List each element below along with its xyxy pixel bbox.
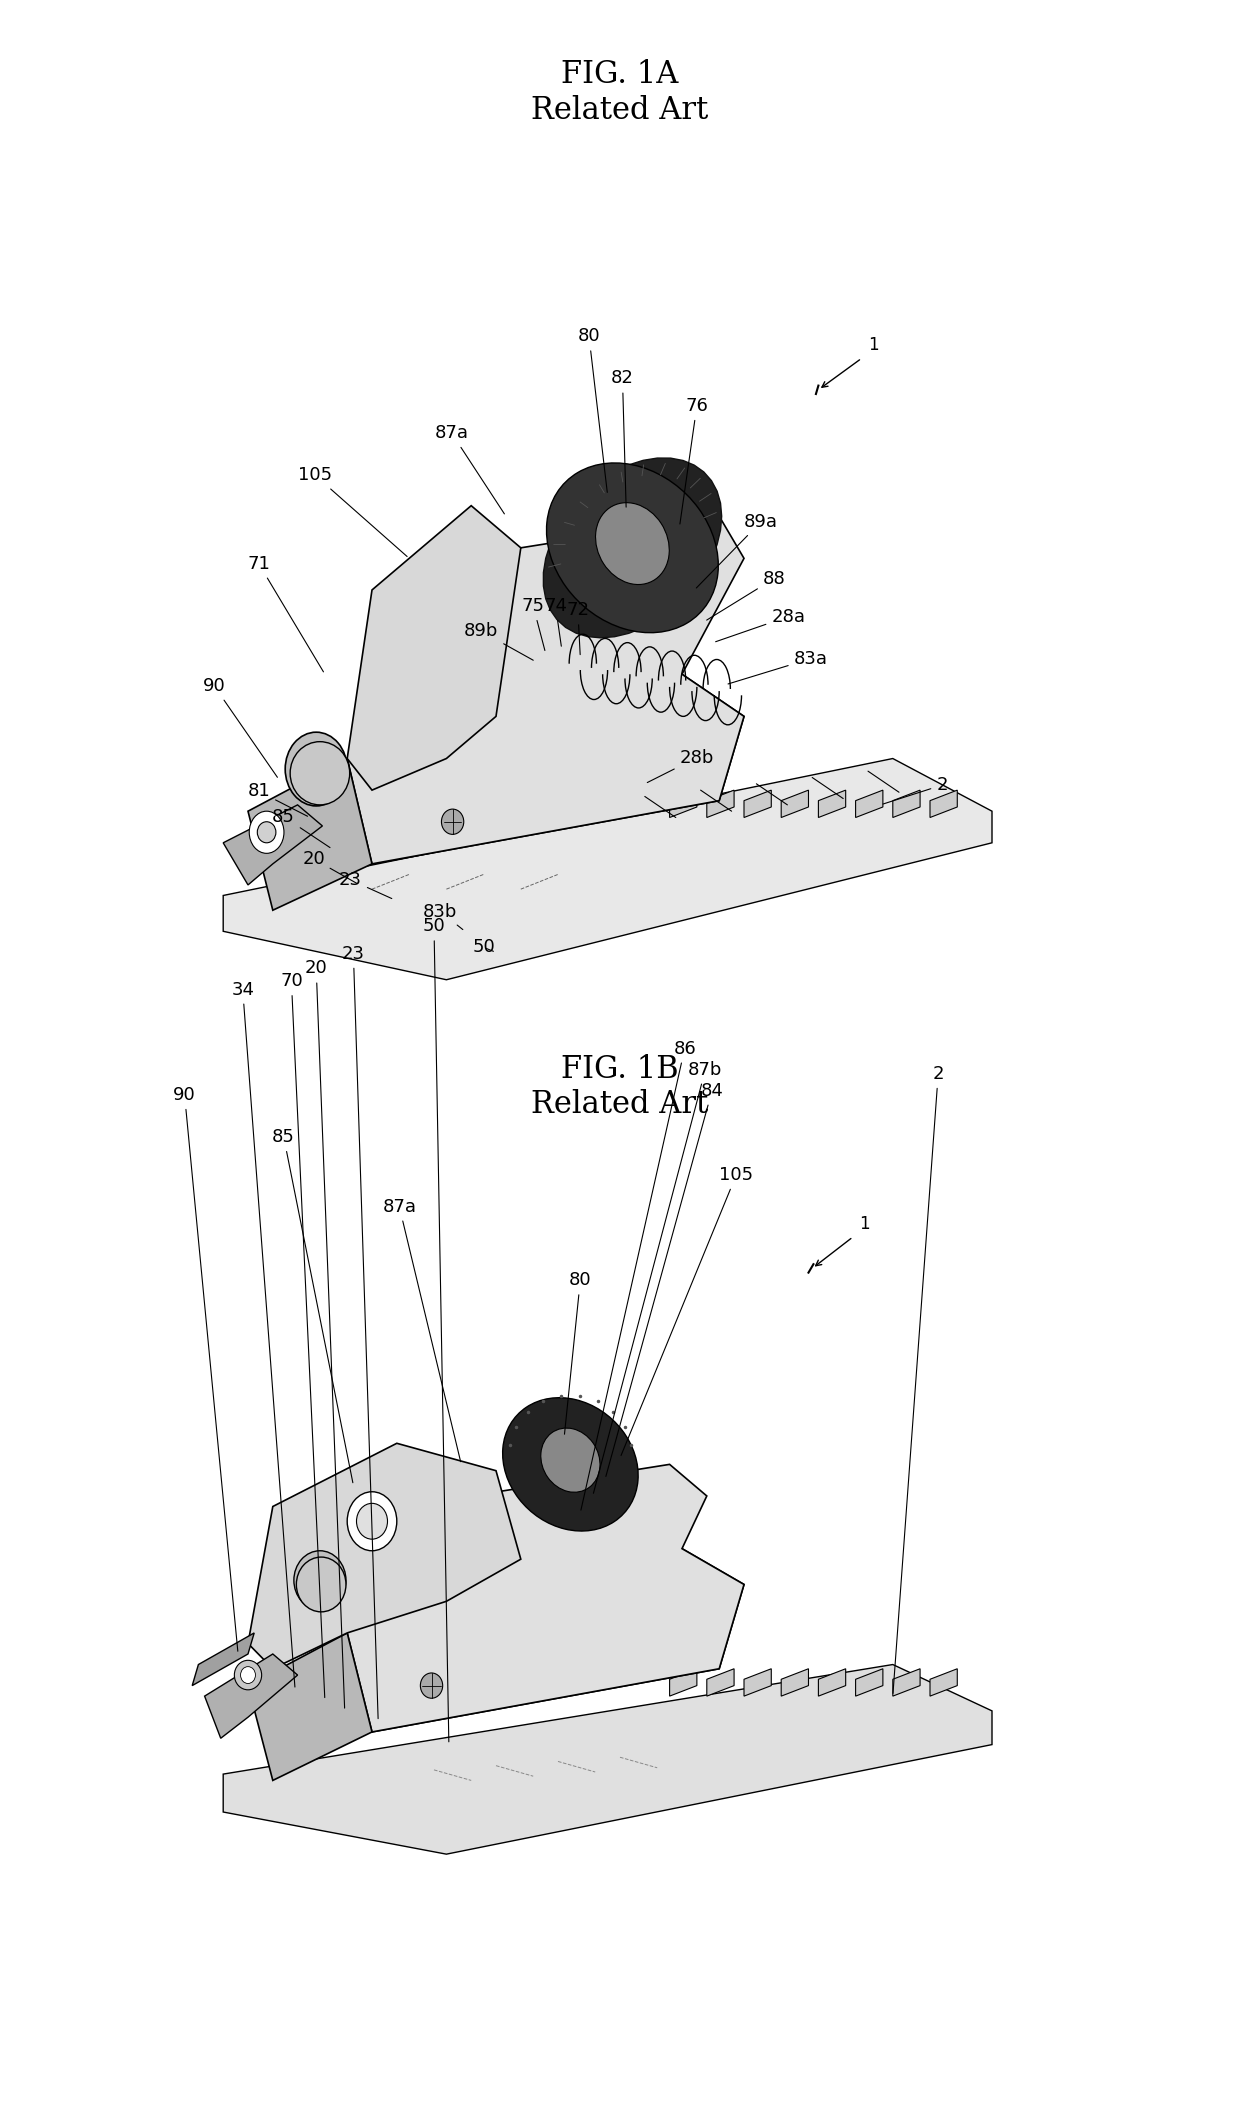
Text: 82: 82	[611, 369, 634, 508]
Ellipse shape	[241, 1667, 255, 1683]
Polygon shape	[543, 457, 722, 638]
Text: FIG. 1A: FIG. 1A	[562, 59, 678, 91]
Ellipse shape	[285, 733, 347, 807]
Polygon shape	[744, 1669, 771, 1696]
Polygon shape	[707, 1669, 734, 1696]
Ellipse shape	[547, 464, 718, 632]
Text: Related Art: Related Art	[532, 1089, 708, 1121]
Text: 50: 50	[423, 917, 449, 1742]
Text: 34: 34	[231, 980, 295, 1688]
Polygon shape	[248, 1443, 521, 1669]
Text: 28b: 28b	[647, 748, 714, 782]
Polygon shape	[223, 805, 322, 885]
Text: 84: 84	[606, 1081, 723, 1477]
Polygon shape	[347, 506, 521, 790]
Text: 1: 1	[859, 1214, 870, 1233]
Polygon shape	[818, 790, 846, 818]
Text: 86: 86	[580, 1039, 696, 1511]
Text: 81: 81	[248, 782, 308, 815]
Ellipse shape	[249, 811, 284, 853]
Ellipse shape	[234, 1660, 262, 1690]
Polygon shape	[930, 1669, 957, 1696]
Text: Related Art: Related Art	[532, 95, 708, 126]
Text: 83b: 83b	[423, 902, 463, 929]
Text: 90: 90	[174, 1085, 238, 1652]
Text: 1: 1	[868, 335, 879, 354]
Text: 80: 80	[564, 1271, 591, 1435]
Text: 90: 90	[203, 676, 278, 777]
Text: FIG. 1B: FIG. 1B	[562, 1054, 678, 1085]
Text: 28a: 28a	[715, 607, 805, 643]
Text: 2: 2	[893, 1064, 944, 1694]
Ellipse shape	[294, 1551, 346, 1610]
Polygon shape	[707, 790, 734, 818]
Polygon shape	[670, 1669, 697, 1696]
Ellipse shape	[290, 742, 350, 805]
Polygon shape	[248, 759, 372, 910]
Text: 23: 23	[339, 870, 392, 898]
Polygon shape	[322, 674, 744, 864]
Text: 23: 23	[342, 944, 378, 1719]
Text: 71: 71	[248, 554, 324, 672]
Polygon shape	[856, 790, 883, 818]
Ellipse shape	[357, 1504, 387, 1538]
Ellipse shape	[296, 1557, 346, 1612]
Text: 2: 2	[883, 775, 947, 805]
Text: 87a: 87a	[382, 1197, 460, 1462]
Text: 70: 70	[280, 971, 325, 1698]
Text: 76: 76	[680, 396, 708, 525]
Text: 74: 74	[544, 596, 567, 647]
Text: 87b: 87b	[594, 1060, 723, 1494]
Polygon shape	[856, 1669, 883, 1696]
Text: 80: 80	[578, 327, 608, 493]
Text: 75: 75	[522, 596, 544, 651]
Text: 105: 105	[621, 1165, 754, 1456]
Ellipse shape	[347, 1492, 397, 1551]
Text: 87a: 87a	[435, 424, 505, 514]
Polygon shape	[223, 1665, 992, 1854]
Text: 88: 88	[707, 569, 785, 619]
Text: 83a: 83a	[728, 649, 827, 685]
Polygon shape	[781, 790, 808, 818]
Text: 20: 20	[303, 849, 357, 883]
Ellipse shape	[420, 1673, 443, 1698]
Polygon shape	[893, 1669, 920, 1696]
Text: 105: 105	[298, 466, 407, 556]
Ellipse shape	[258, 822, 277, 843]
Ellipse shape	[306, 759, 326, 782]
Polygon shape	[930, 790, 957, 818]
Text: 85: 85	[273, 807, 330, 847]
Text: 72: 72	[567, 600, 589, 655]
Polygon shape	[893, 790, 920, 818]
Polygon shape	[670, 790, 697, 818]
Ellipse shape	[296, 746, 336, 792]
Ellipse shape	[502, 1397, 639, 1532]
Text: 20: 20	[305, 959, 345, 1709]
Polygon shape	[223, 759, 992, 980]
Polygon shape	[781, 1669, 808, 1696]
Polygon shape	[347, 516, 744, 864]
Polygon shape	[192, 1633, 254, 1686]
Text: 89b: 89b	[464, 622, 533, 659]
Polygon shape	[818, 1669, 846, 1696]
Ellipse shape	[595, 504, 670, 584]
Polygon shape	[744, 790, 771, 818]
Ellipse shape	[305, 1563, 336, 1597]
Polygon shape	[205, 1654, 298, 1738]
Text: 50: 50	[472, 938, 495, 957]
Text: 89a: 89a	[697, 512, 777, 588]
Polygon shape	[347, 1464, 744, 1732]
Ellipse shape	[541, 1429, 600, 1492]
Text: 85: 85	[273, 1127, 353, 1483]
Ellipse shape	[441, 809, 464, 834]
Polygon shape	[322, 1549, 744, 1732]
Polygon shape	[248, 1633, 372, 1780]
